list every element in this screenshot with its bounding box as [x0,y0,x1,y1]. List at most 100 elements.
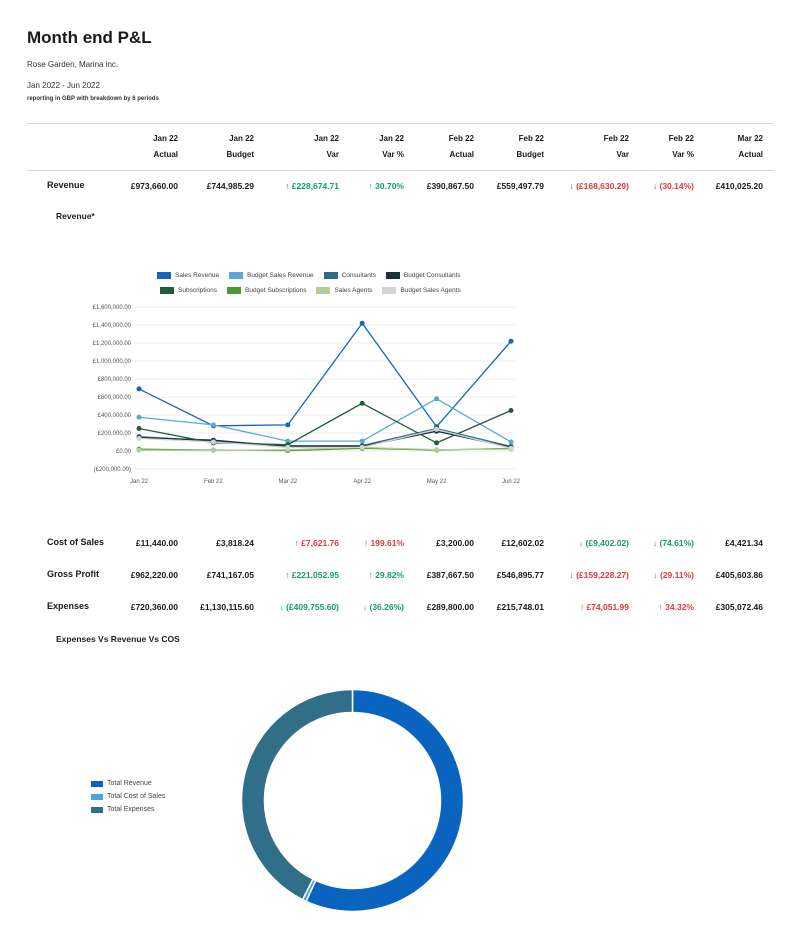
table-cell: £215,748.01 [496,601,544,612]
legend-item[interactable]: Total Cost of Sales [91,793,165,800]
expenses-chart-legend: Total Revenue Total Cost of Sales Total Ex… [91,780,165,819]
table-cell: £973,660.00 [130,180,178,191]
legend-item[interactable]: Sales Revenue [157,272,219,279]
column-header-type: Var [616,150,629,159]
table-cell: £387,667.50 [426,569,474,580]
table-cell: ↑ £7,621.76 [294,537,339,548]
x-tick-label: May 22 [427,479,447,485]
legend-label: Total Revenue [107,780,152,787]
y-tick-label: £400,000.00 [98,413,132,419]
y-tick-label: (£200,000.00) [94,467,131,473]
series-line [138,446,512,452]
legend-item[interactable]: Budget Sales Agents [382,287,461,294]
y-tick-label: £1,600,000.00 [93,305,132,311]
data-point [285,422,291,428]
column-header-month: Jan 22 [379,134,404,143]
series-line [138,427,512,448]
data-point [434,426,440,432]
column-header-month: Jan 22 [314,134,339,143]
table-cell: ↓ (74.61%) [652,537,694,548]
donut-slice [240,688,354,901]
legend-item[interactable]: Budget Subscriptions [227,287,306,294]
data-point [285,438,291,444]
y-tick-label: £1,000,000.00 [93,359,132,365]
legend-item[interactable]: Total Revenue [91,780,165,787]
header-divider [27,123,774,124]
legend-label: Budget Sales Revenue [247,272,314,279]
legend-label: Consultants [341,272,376,279]
table-cell: ↑ £221,052.95 [285,569,339,580]
y-tick-label: £0.00 [116,449,132,455]
legend-swatch [316,287,331,294]
legend-item[interactable]: Sales Agents [316,287,372,294]
legend-item[interactable]: Subscriptions [160,287,217,294]
reporting-note: reporting in GBP with breakdown by 6 per… [27,96,159,102]
data-point [136,386,142,392]
table-cell: ↓ (£9,402.02) [578,537,629,548]
column-header-month: Feb 22 [668,134,694,143]
table-cell: ↓ (29.11%) [653,569,694,580]
y-tick-label: £800,000.00 [98,377,132,383]
legend-item[interactable]: Budget Consultants [385,272,461,279]
table-cell: £546,895.77 [496,569,544,580]
legend-item[interactable]: Consultants [323,272,376,279]
table-cell: ↓ (£168,630.29) [569,180,629,191]
data-point [136,426,142,431]
table-cell: ↑ 34.32% [658,601,694,612]
company-name: Rose Garden, Marina inc. [27,60,119,69]
column-header-month: Feb 22 [518,134,544,143]
page-title: Month end P&L [27,28,152,47]
data-point [136,414,142,420]
y-tick-label: £600,000.00 [98,395,132,401]
data-point [359,400,365,406]
table-cell: £1,130,115.60 [200,601,254,612]
data-point [285,444,291,450]
table-cell: £720,360.00 [130,601,178,612]
legend-label: Budget Sales Agents [400,287,461,294]
legend-swatch [157,272,171,279]
table-cell: ↓ (£159,228.27) [569,569,629,580]
data-point [508,338,514,344]
table-cell: £3,200.00 [436,537,474,548]
row-label-expenses: Expenses [47,601,90,611]
data-point [359,438,365,444]
legend-swatch [385,272,400,279]
data-point [136,447,142,453]
legend-item[interactable]: Total Expenses [91,806,165,813]
table-cell: £3,818.24 [216,537,254,548]
data-point [359,320,365,326]
series-line [138,322,512,428]
table-cell: ↓ (36.26%) [362,601,404,612]
legend-label: Total Expenses [107,806,155,813]
donut-slice [305,688,465,913]
data-point [136,435,142,441]
table-cell: £4,421.34 [725,537,763,548]
row-label-gross-profit: Gross Profit [47,569,100,579]
data-point [434,440,440,446]
legend-item[interactable]: Budget Sales Revenue [229,272,314,279]
table-cell: £390,867.50 [426,180,474,191]
data-point [434,447,440,453]
x-tick-label: Jan 22 [130,479,149,485]
column-header-type: Actual [738,150,763,159]
column-header-type: Budget [226,150,254,159]
table-cell: ↑ 199.61% [363,537,404,548]
column-header-month: Mar 22 [737,134,763,143]
table-cell: £11,440.00 [135,537,178,548]
legend-label: Budget Subscriptions [245,287,307,294]
table-cell: ↓ (£409,755.60) [279,601,339,612]
legend-swatch [160,287,174,294]
table-cell: £405,603.86 [715,569,763,580]
legend-label: Budget Consultants [403,272,461,279]
column-header-divider [27,170,774,171]
data-point [434,396,440,402]
column-header-month: Feb 22 [603,134,629,143]
data-point [508,408,514,413]
column-header-month: Jan 22 [153,134,178,143]
column-header-month: Feb 22 [448,134,474,143]
x-tick-label: Jun 22 [502,479,521,485]
data-point [359,444,365,450]
table-cell: £741,167.05 [206,569,254,580]
table-cell: ↑ £74,051.99 [579,601,629,612]
